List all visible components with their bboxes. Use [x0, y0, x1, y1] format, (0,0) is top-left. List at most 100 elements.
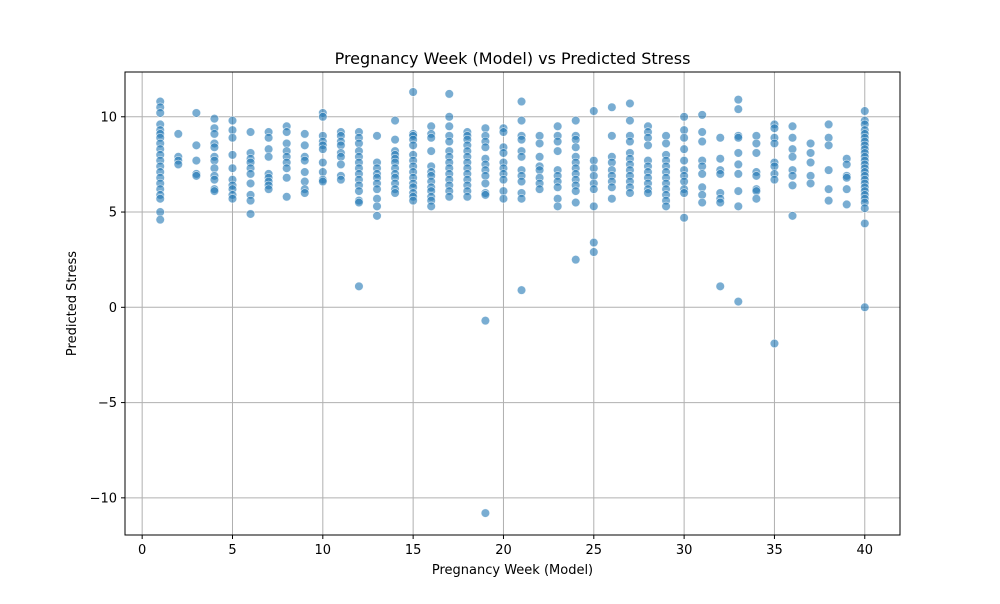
data-point — [300, 176, 310, 187]
data-point — [227, 125, 238, 135]
data-point — [480, 178, 491, 189]
x-tick-label: 35 — [766, 543, 783, 558]
data-point — [733, 159, 743, 170]
data-point — [769, 123, 780, 133]
data-point — [805, 178, 816, 189]
data-point — [245, 169, 256, 179]
data-point — [318, 144, 328, 154]
data-point — [227, 115, 238, 126]
data-point — [607, 194, 617, 204]
data-point — [589, 171, 599, 181]
data-point — [553, 146, 563, 156]
data-point — [336, 175, 346, 185]
data-point — [860, 106, 870, 116]
data-point — [661, 201, 671, 211]
data-point — [282, 138, 292, 149]
data-point — [209, 175, 220, 185]
data-point — [300, 129, 310, 139]
data-point — [553, 201, 563, 211]
data-point — [589, 155, 599, 166]
data-point — [444, 112, 454, 122]
data-point — [842, 173, 852, 183]
data-point — [408, 196, 418, 206]
data-point — [354, 186, 364, 196]
data-point — [534, 152, 545, 162]
data-point — [805, 157, 816, 168]
data-point — [607, 157, 617, 168]
data-point — [516, 194, 527, 204]
data-point — [191, 108, 201, 118]
y-tick-label: 5 — [109, 206, 117, 221]
data-point — [516, 285, 527, 295]
data-point — [444, 192, 454, 202]
data-point — [282, 173, 292, 183]
data-point — [589, 201, 599, 211]
data-point — [534, 131, 545, 141]
data-point — [318, 176, 328, 187]
x-tick-label: 0 — [138, 543, 146, 558]
data-point — [426, 133, 436, 143]
data-point — [733, 169, 743, 179]
data-point — [209, 186, 220, 196]
data-point — [354, 281, 364, 291]
data-point — [697, 190, 707, 200]
data-point — [679, 213, 689, 223]
data-point — [751, 138, 761, 149]
data-point — [227, 150, 238, 160]
data-point — [318, 157, 328, 168]
data-point — [300, 188, 310, 198]
grid — [125, 72, 900, 535]
data-point — [733, 296, 743, 307]
data-point — [860, 302, 870, 312]
data-point — [480, 123, 491, 133]
data-point — [516, 115, 527, 126]
data-point — [553, 136, 563, 147]
data-point — [787, 171, 798, 181]
data-point — [715, 154, 725, 164]
data-point — [173, 129, 183, 139]
data-point — [372, 211, 382, 221]
data-point — [245, 178, 256, 189]
data-point — [842, 159, 852, 170]
data-point — [480, 171, 491, 181]
data-point — [408, 140, 418, 150]
data-point — [787, 152, 798, 162]
data-point — [209, 155, 220, 166]
data-point — [300, 140, 310, 150]
data-point — [516, 96, 527, 107]
data-point — [824, 119, 834, 129]
x-tick-label: 15 — [405, 543, 422, 558]
data-point — [534, 165, 545, 175]
data-point — [787, 133, 798, 143]
data-point — [607, 131, 617, 141]
chart-title: Pregnancy Week (Model) vs Predicted Stre… — [335, 49, 691, 68]
data-point — [625, 136, 635, 147]
data-point — [571, 142, 581, 152]
data-point — [805, 138, 816, 149]
data-point — [336, 159, 346, 170]
x-axis-label: Pregnancy Week (Model) — [432, 563, 593, 578]
data-point — [191, 155, 201, 166]
data-point — [571, 115, 581, 126]
data-point — [751, 148, 761, 158]
data-point — [318, 167, 328, 177]
data-point — [191, 140, 201, 150]
data-point — [733, 133, 743, 143]
y-tick-label: 10 — [100, 110, 117, 125]
data-point — [390, 135, 400, 145]
data-point — [498, 194, 509, 204]
x-axis-ticks: 0 5 10 15 20 25 30 35 40 — [138, 535, 873, 558]
data-point — [607, 102, 617, 112]
data-point — [480, 142, 491, 152]
data-point — [571, 197, 581, 208]
data-point — [769, 338, 780, 349]
data-point — [553, 182, 563, 192]
data-point — [697, 110, 707, 120]
y-axis-ticks: −10 −5 0 5 10 — [90, 110, 125, 506]
data-point — [733, 104, 743, 114]
data-point — [534, 138, 545, 149]
y-axis-label: Predicted Stress — [65, 251, 80, 356]
data-point — [155, 194, 165, 204]
data-point — [679, 176, 689, 187]
